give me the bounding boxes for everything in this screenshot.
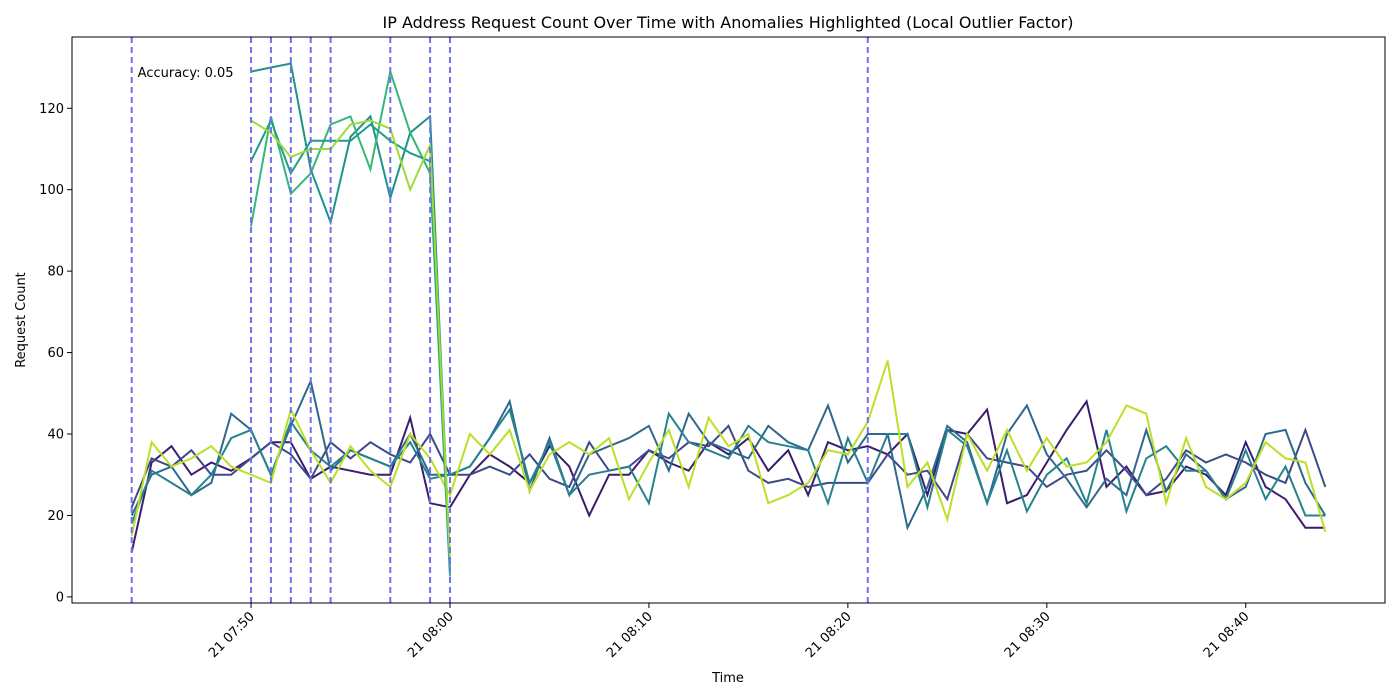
y-tick-label: 60: [47, 346, 64, 361]
x-tick-label: 21 08:40: [1201, 609, 1253, 661]
x-tick-label: 21 08:30: [1002, 609, 1054, 661]
y-tick-label: 120: [39, 102, 64, 117]
series-line: [250, 67, 451, 577]
x-tick-label: 21 08:20: [803, 609, 855, 661]
annotation: Accuracy: 0.05: [138, 66, 234, 81]
series-line: [250, 62, 451, 565]
series-line: [250, 119, 451, 561]
y-axis-label: Request Count: [14, 272, 29, 368]
y-tick-label: 100: [39, 183, 64, 198]
x-axis-label: Time: [711, 671, 744, 686]
x-tick-label: 21 08:00: [405, 609, 457, 661]
x-tick-label: 21 08:10: [604, 609, 656, 661]
chart-title: IP Address Request Count Over Time with …: [383, 13, 1074, 32]
y-tick-label: 80: [47, 265, 64, 280]
series-line: [250, 117, 451, 573]
x-tick-label: 21 07:50: [206, 609, 258, 661]
series-line: [130, 407, 1326, 524]
plot-frame: [71, 36, 1386, 604]
y-tick-label: 0: [56, 590, 64, 605]
y-tick-label: 40: [47, 428, 64, 443]
y-tick-label: 20: [47, 509, 64, 524]
